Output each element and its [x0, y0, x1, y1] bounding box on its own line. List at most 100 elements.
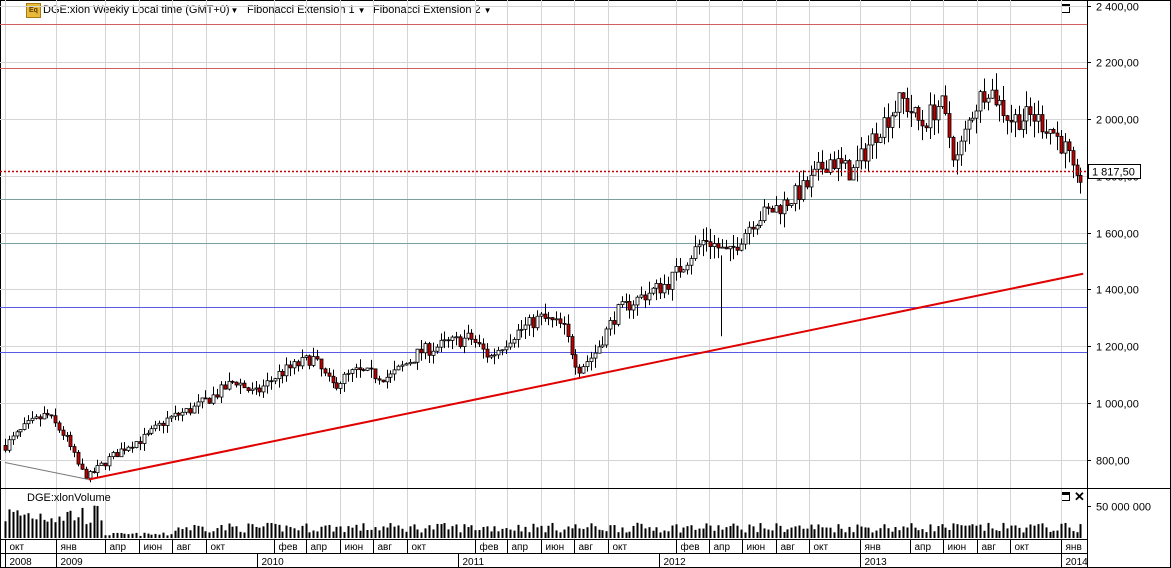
candle-body [481, 343, 486, 350]
volume-bar [902, 526, 905, 538]
volume-bar [1056, 530, 1059, 538]
trendline[interactable] [88, 272, 1084, 481]
month-label: июн [144, 542, 163, 553]
volume-bar [1041, 523, 1044, 538]
candle-body [30, 417, 35, 421]
candle-body [346, 372, 351, 375]
volume-bar [867, 527, 870, 538]
volume-bar [147, 533, 150, 538]
volume-bar [794, 526, 797, 538]
candle-body [712, 243, 717, 248]
candle-body [974, 110, 979, 119]
volume-pane-close-button[interactable]: ✕ [1074, 489, 1085, 504]
volume-bar [817, 524, 820, 538]
month-label: авг [177, 542, 192, 553]
volume-bar [251, 524, 254, 538]
volume-bar [555, 530, 558, 538]
volume-bar [467, 527, 470, 538]
volume-bar [659, 532, 662, 538]
volume-bar [216, 528, 219, 538]
volume-bar [675, 524, 678, 538]
volume-bar [1010, 525, 1013, 538]
candle-body [180, 411, 185, 416]
month-label: июн [546, 542, 565, 553]
volume-bar [721, 529, 724, 538]
month-label: авг [781, 542, 796, 553]
volume-bar [359, 530, 362, 538]
volume-bar [12, 511, 15, 538]
candle-body [554, 318, 559, 321]
candle-body [107, 456, 112, 467]
candle-body [1036, 114, 1041, 122]
candle-body [924, 125, 929, 129]
volume-bar [856, 524, 859, 538]
volume-bar [609, 525, 612, 538]
candle-body [616, 304, 621, 325]
candle-body [955, 154, 960, 161]
candle-body [65, 434, 70, 437]
candle-body [600, 344, 605, 348]
volume-bar [104, 535, 107, 538]
candle-body [758, 220, 763, 226]
candle-body [146, 432, 151, 435]
volume-bar [987, 522, 990, 538]
month-label: апр [915, 542, 932, 553]
candle-body [508, 342, 513, 348]
volume-bar [332, 531, 335, 538]
candle-body [446, 339, 451, 342]
volume-bar [281, 531, 284, 538]
candle-body [697, 244, 702, 248]
price-tick-label: 1 400,00 [1096, 285, 1139, 297]
month-label: фев [681, 541, 700, 553]
volume-bar [378, 530, 381, 538]
candle-body [469, 332, 474, 340]
volume-bar [382, 526, 385, 538]
volume-bar [397, 525, 400, 538]
volume-bar [185, 527, 188, 538]
month-label: апр [110, 542, 127, 553]
candle-body [1059, 135, 1064, 154]
candle-body [674, 266, 679, 273]
volume-bar [220, 524, 223, 538]
candle-body [990, 89, 995, 99]
volume-bar [590, 523, 593, 538]
volume-bar [1045, 527, 1048, 538]
candle-body [654, 283, 659, 289]
volume-bar [154, 533, 157, 538]
volume-bar [58, 516, 61, 538]
volume-bar [405, 531, 408, 538]
volume-bar [732, 523, 735, 538]
volume-bar [1029, 524, 1032, 538]
candle-body [157, 422, 162, 426]
candle-body [604, 328, 609, 346]
volume-bar [786, 529, 789, 538]
volume-bar [833, 532, 836, 538]
volume-bar [451, 526, 454, 538]
volume-bar [891, 531, 894, 538]
candle-body [385, 376, 390, 383]
candle-body [223, 384, 228, 390]
volume-bar [968, 525, 971, 538]
candle-body [489, 355, 494, 358]
volume-bar [455, 524, 458, 538]
candle-body [839, 158, 844, 164]
volume-bar [343, 532, 346, 538]
candle-body [812, 168, 817, 176]
volume-bar [370, 529, 373, 538]
volume-bar [679, 532, 682, 538]
volume-bar [860, 526, 863, 538]
candle-body [300, 357, 305, 367]
volume-bar [937, 526, 940, 538]
volume-bar [813, 529, 816, 538]
volume-bar [335, 526, 338, 538]
volume-bar [204, 531, 207, 538]
candle-body [1044, 131, 1049, 134]
volume-bar [837, 524, 840, 538]
candle-body [1063, 141, 1068, 154]
volume-bar [73, 520, 76, 538]
volume-bar [239, 531, 242, 538]
volume-bar [4, 521, 7, 538]
fibonacci-base-line[interactable] [4, 461, 89, 480]
volume-bar [698, 528, 701, 538]
candle-body [296, 361, 301, 367]
